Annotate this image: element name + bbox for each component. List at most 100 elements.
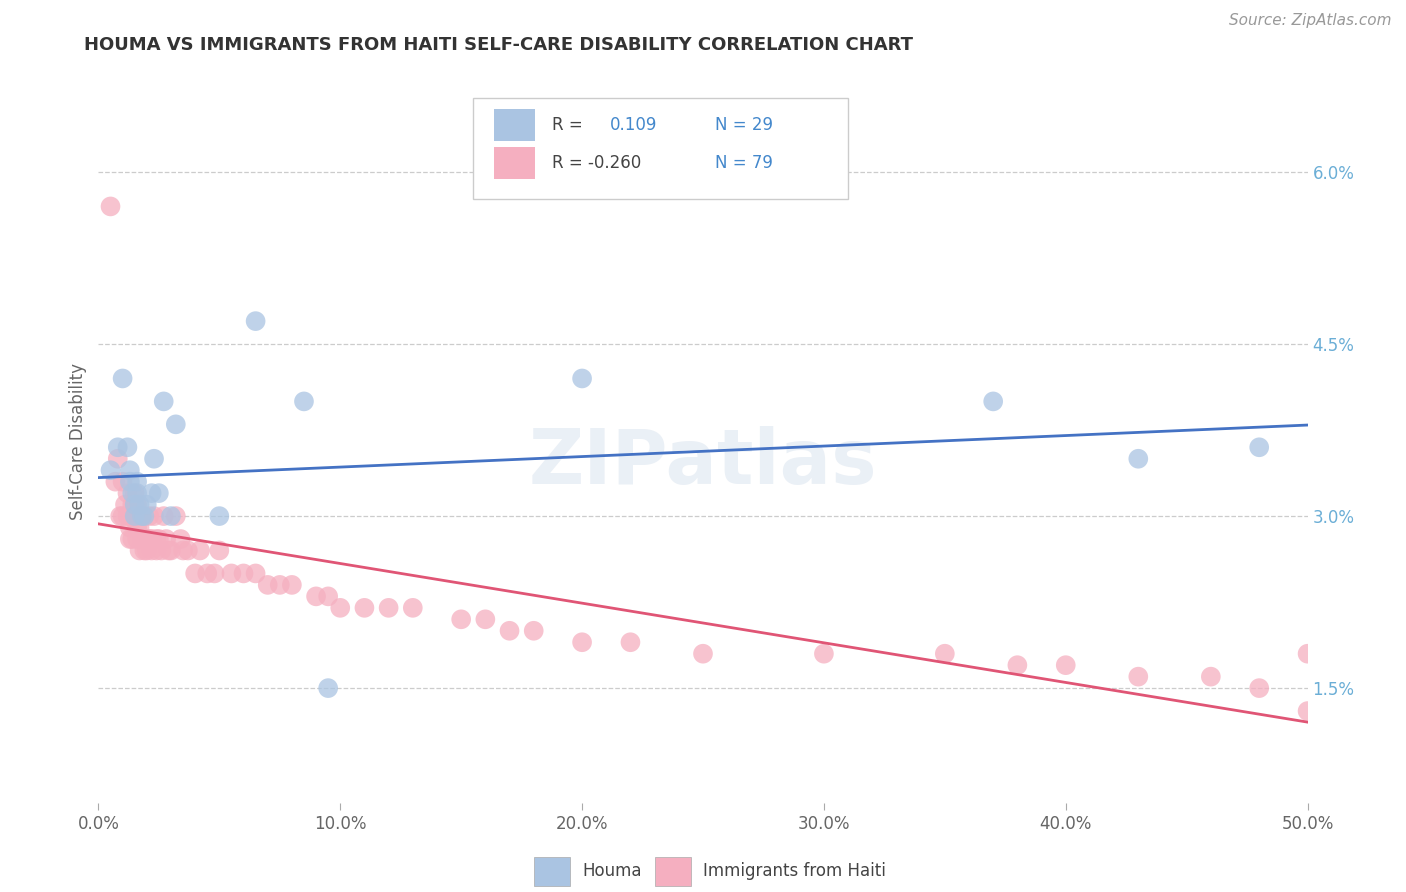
Point xyxy=(232,566,254,581)
Point xyxy=(152,394,174,409)
Point xyxy=(138,532,160,546)
Text: Source: ZipAtlas.com: Source: ZipAtlas.com xyxy=(1229,13,1392,29)
Point xyxy=(143,451,166,466)
Point xyxy=(124,486,146,500)
Text: Houma: Houma xyxy=(582,863,641,880)
Point xyxy=(172,543,194,558)
Point xyxy=(135,532,157,546)
Text: R =: R = xyxy=(551,116,588,134)
Point xyxy=(204,566,226,581)
Point xyxy=(165,417,187,432)
Point xyxy=(221,566,243,581)
Point xyxy=(100,463,122,477)
Text: Immigrants from Haiti: Immigrants from Haiti xyxy=(703,863,886,880)
Point xyxy=(256,578,278,592)
Point xyxy=(128,509,150,524)
Text: N = 79: N = 79 xyxy=(716,154,773,172)
Point xyxy=(188,543,211,558)
Text: ZIPatlas: ZIPatlas xyxy=(529,426,877,500)
FancyBboxPatch shape xyxy=(474,98,848,200)
Point xyxy=(150,543,173,558)
Point xyxy=(118,520,141,534)
Point xyxy=(165,509,187,524)
Point xyxy=(121,486,143,500)
Text: N = 29: N = 29 xyxy=(716,116,773,134)
Point xyxy=(118,463,141,477)
Point xyxy=(523,624,546,638)
Point xyxy=(145,543,167,558)
Point xyxy=(208,543,231,558)
Point xyxy=(195,566,218,581)
Point xyxy=(128,498,150,512)
Point xyxy=(117,440,139,454)
Point xyxy=(981,394,1004,409)
Point xyxy=(281,578,304,592)
Point xyxy=(127,486,149,500)
FancyBboxPatch shape xyxy=(534,857,569,886)
Point xyxy=(104,475,127,489)
Point xyxy=(138,509,160,524)
Point xyxy=(155,532,177,546)
Point xyxy=(143,509,166,524)
Text: R = -0.260: R = -0.260 xyxy=(551,154,641,172)
Point xyxy=(1054,658,1077,673)
Point xyxy=(474,612,496,626)
Point xyxy=(108,509,131,524)
Point xyxy=(1007,658,1029,673)
Point xyxy=(134,543,156,558)
Point xyxy=(377,600,399,615)
Point xyxy=(148,532,170,546)
Point xyxy=(1249,681,1271,695)
Point xyxy=(692,647,714,661)
Point xyxy=(353,600,375,615)
FancyBboxPatch shape xyxy=(494,147,534,179)
Point xyxy=(292,394,315,409)
Point xyxy=(134,532,156,546)
Point xyxy=(117,486,139,500)
Point xyxy=(813,647,835,661)
Point xyxy=(127,498,149,512)
Point xyxy=(141,486,163,500)
Point xyxy=(1128,451,1150,466)
Point xyxy=(131,509,153,524)
Point xyxy=(934,647,956,661)
Point xyxy=(245,566,267,581)
Point xyxy=(107,440,129,454)
Point xyxy=(316,590,339,604)
Point xyxy=(184,566,207,581)
Text: HOUMA VS IMMIGRANTS FROM HAITI SELF-CARE DISABILITY CORRELATION CHART: HOUMA VS IMMIGRANTS FROM HAITI SELF-CARE… xyxy=(84,36,914,54)
Y-axis label: Self-Care Disability: Self-Care Disability xyxy=(69,363,87,520)
Point xyxy=(118,532,141,546)
Point xyxy=(1249,440,1271,454)
Point xyxy=(160,543,183,558)
Point xyxy=(111,371,134,385)
Point xyxy=(111,509,134,524)
Point xyxy=(121,498,143,512)
Point xyxy=(571,371,593,385)
Point xyxy=(124,498,146,512)
Point xyxy=(111,475,134,489)
Point xyxy=(128,543,150,558)
Point xyxy=(177,543,200,558)
Point xyxy=(157,543,180,558)
Point xyxy=(316,681,339,695)
Point xyxy=(208,509,231,524)
FancyBboxPatch shape xyxy=(494,109,534,141)
Point xyxy=(134,509,156,524)
Point xyxy=(169,532,191,546)
Point xyxy=(100,199,122,213)
Point xyxy=(118,509,141,524)
Point xyxy=(117,509,139,524)
Point xyxy=(131,509,153,524)
Point xyxy=(121,509,143,524)
Point xyxy=(152,509,174,524)
Point xyxy=(121,532,143,546)
Point xyxy=(1296,704,1319,718)
Point xyxy=(118,475,141,489)
Point xyxy=(571,635,593,649)
Point xyxy=(127,475,149,489)
Point xyxy=(141,532,163,546)
Point xyxy=(1128,670,1150,684)
Point xyxy=(305,590,328,604)
Point xyxy=(135,543,157,558)
